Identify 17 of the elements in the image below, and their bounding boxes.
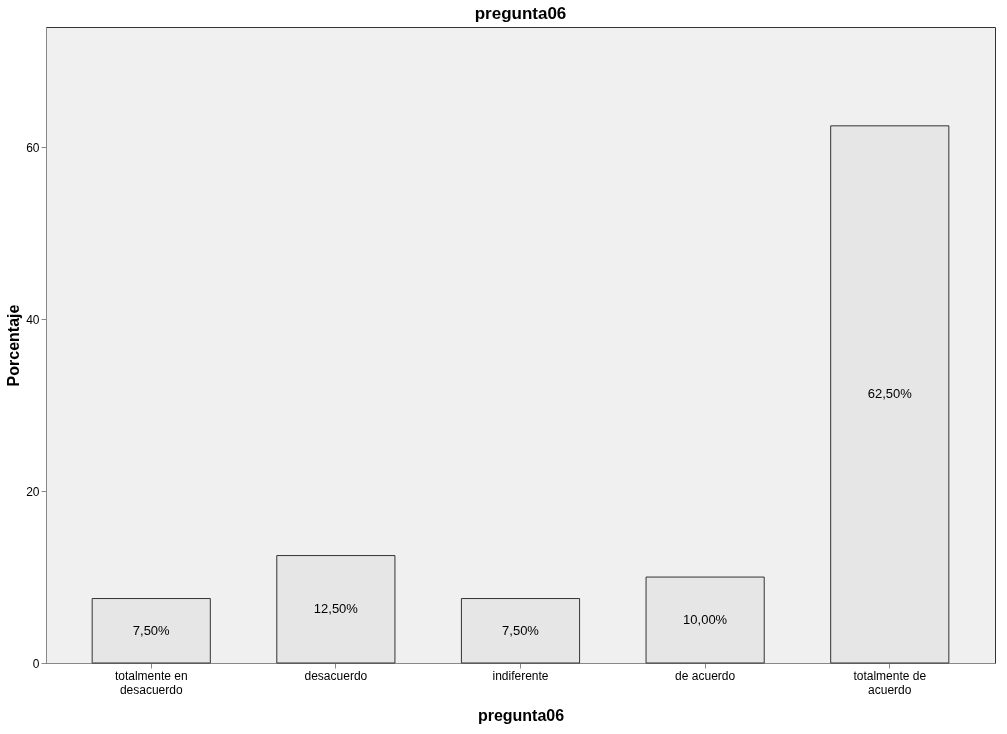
x-tick-label: de acuerdo — [675, 668, 736, 683]
x-tick-label: totalmente en desacuerdo — [114, 668, 188, 697]
data-label: 7,50% — [502, 622, 540, 638]
y-tick-label: 60 — [26, 140, 40, 155]
x-tick-label: totalmente de acuerdo — [853, 668, 927, 697]
y-tick-label: 0 — [32, 656, 40, 671]
data-label: 12,50% — [313, 601, 359, 617]
x-tick-label: desacuerdo — [304, 668, 368, 683]
data-label: 7,50% — [132, 622, 171, 638]
chart-title: pregunta06 — [474, 4, 567, 23]
x-axis-title: pregunta06 — [477, 706, 565, 724]
x-tick-label: indiferente — [492, 668, 549, 683]
data-label: 62,50% — [867, 386, 913, 402]
y-tick-label: 20 — [26, 484, 40, 499]
data-label: 10,00% — [683, 612, 728, 628]
y-axis-title: Porcentaje — [5, 304, 23, 387]
y-tick-label: 40 — [26, 312, 40, 327]
